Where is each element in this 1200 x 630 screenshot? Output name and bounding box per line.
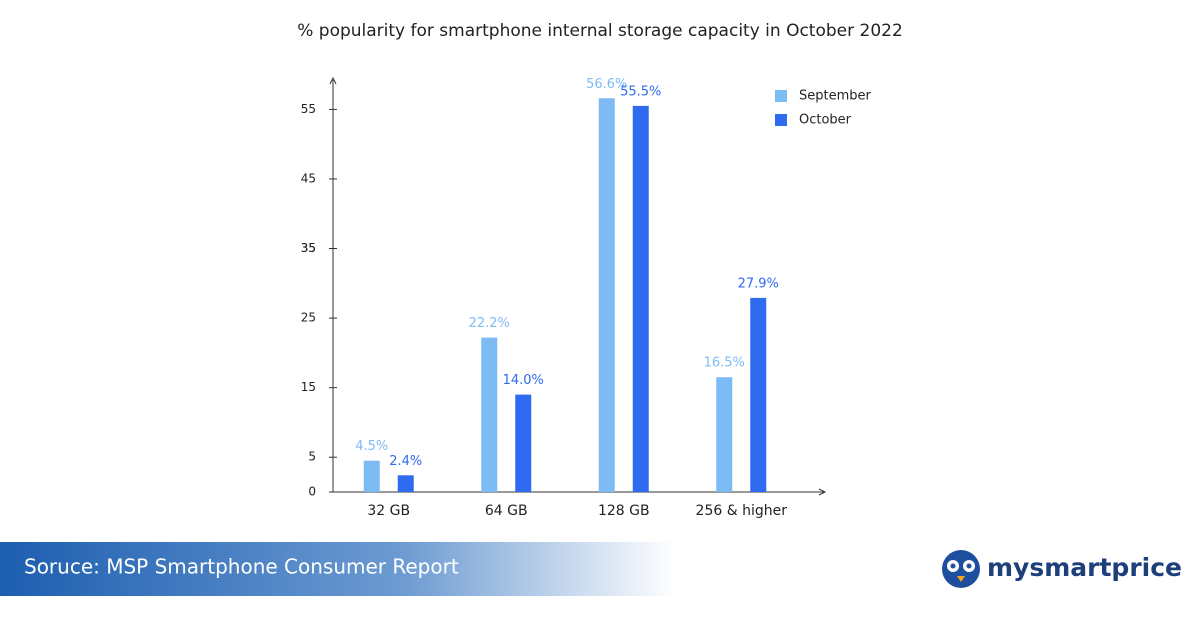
- bar: [481, 337, 498, 492]
- legend-label: September: [799, 89, 872, 104]
- y-tick-label: 35: [301, 241, 316, 255]
- bar: [750, 297, 767, 492]
- source: Soruce: MSP Smartphone Consumer Report: [24, 555, 459, 579]
- bar: [716, 377, 733, 492]
- y-tick-label: 25: [301, 311, 316, 325]
- bar: [515, 394, 532, 492]
- source-banner: [0, 542, 900, 596]
- x-tick-label: 64 GB: [485, 503, 528, 519]
- value-label: 16.5%: [704, 356, 745, 371]
- chart-title: % popularity for smartphone internal sto…: [297, 21, 903, 41]
- x-tick-label: 32 GB: [367, 503, 410, 519]
- bar: [397, 475, 414, 492]
- y-tick-label: 55: [301, 102, 316, 116]
- value-label: 56.6%: [586, 77, 627, 92]
- value-label: 2.4%: [389, 454, 422, 469]
- x-tick-label: 128 GB: [598, 503, 650, 519]
- bar: [632, 105, 649, 493]
- axis-arrows: [329, 76, 827, 496]
- y-tick-label: 0: [308, 485, 316, 499]
- legend-swatch: [775, 90, 787, 102]
- legend-label: October: [799, 113, 852, 128]
- brand-logo: [942, 550, 980, 588]
- value-label: 27.9%: [738, 276, 779, 291]
- brand: mysmartprice: [987, 553, 1182, 582]
- value-label: 55.5%: [620, 84, 661, 99]
- value-label: 4.5%: [355, 439, 388, 454]
- value-label: 22.2%: [469, 316, 510, 331]
- y-tick-label: 5: [308, 450, 316, 464]
- y-tick-label: 35: [301, 241, 316, 255]
- bar: [363, 460, 380, 492]
- value-label: 14.0%: [503, 373, 544, 388]
- y-tick-label: 15: [301, 380, 316, 394]
- bar: [598, 98, 615, 493]
- x-tick-label: 256 & higher: [696, 503, 788, 519]
- legend-swatch: [775, 114, 787, 126]
- y-tick-label: 45: [301, 171, 316, 185]
